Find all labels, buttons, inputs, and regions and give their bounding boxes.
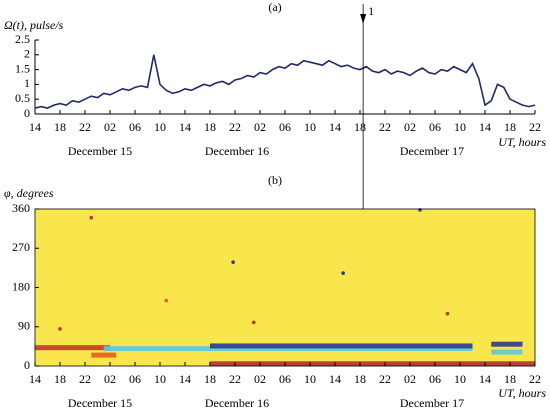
- y-tick-label: 180: [12, 279, 30, 293]
- heatmap-background: [35, 209, 535, 366]
- date-label: December 17: [400, 396, 464, 410]
- x-tick-label: 18: [354, 120, 366, 134]
- x-tick-label: 22: [79, 120, 91, 134]
- x-axis-label: UT, hours: [498, 135, 546, 149]
- x-axis-label: UT, hours: [498, 386, 546, 400]
- x-tick-label: 18: [204, 372, 216, 386]
- data-line: [34, 54, 536, 109]
- heatmap-band: [210, 361, 535, 367]
- y-axis-label: φ, degrees: [4, 186, 54, 200]
- y-tick-label: 2: [24, 47, 30, 61]
- x-tick-label: 18: [354, 372, 366, 386]
- x-tick-label: 14: [479, 120, 491, 134]
- heatmap-band: [91, 352, 117, 358]
- x-tick-label: 14: [179, 120, 191, 134]
- heatmap-band: [210, 343, 473, 349]
- x-tick-label: 18: [504, 372, 516, 386]
- heatmap-dot: [89, 215, 94, 220]
- x-tick-label: 18: [504, 120, 516, 134]
- x-tick-label: 10: [304, 120, 316, 134]
- heatmap-band: [103, 346, 473, 352]
- date-label: December 15: [68, 144, 132, 158]
- x-tick-label: 06: [129, 372, 141, 386]
- date-label: December 16: [205, 144, 269, 158]
- date-label: December 17: [400, 144, 464, 158]
- x-tick-label: 02: [254, 372, 266, 386]
- x-tick-label: 10: [454, 372, 466, 386]
- x-tick-label: 22: [529, 372, 541, 386]
- y-tick-label: 0: [24, 106, 30, 120]
- panel-title: (b): [268, 173, 282, 187]
- x-tick-label: 22: [229, 372, 241, 386]
- heatmap-dot: [251, 320, 256, 325]
- heatmap-dot: [58, 327, 62, 331]
- y-tick-label: 90: [18, 319, 30, 333]
- y-tick-label: 360: [12, 201, 30, 215]
- x-tick-label: 10: [154, 120, 166, 134]
- x-tick-label: 22: [379, 372, 391, 386]
- x-tick-label: 22: [79, 372, 91, 386]
- x-tick-label: 02: [404, 372, 416, 386]
- x-tick-label: 14: [479, 372, 491, 386]
- heatmap-band: [491, 341, 523, 347]
- x-tick-label: 14: [329, 120, 341, 134]
- x-tick-label: 06: [129, 120, 141, 134]
- y-tick-label: 1.5: [15, 61, 30, 75]
- x-tick-label: 14: [179, 372, 191, 386]
- heatmap-band: [491, 349, 523, 355]
- x-tick-label: 14: [329, 372, 341, 386]
- y-tick-label: 1: [24, 76, 30, 90]
- x-tick-label: 10: [154, 372, 166, 386]
- x-tick-label: 22: [379, 120, 391, 134]
- annotation-arrow: [360, 14, 367, 24]
- x-tick-label: 02: [254, 120, 266, 134]
- x-tick-label: 22: [229, 120, 241, 134]
- date-label: December 16: [205, 396, 269, 410]
- heatmap-dot: [445, 311, 450, 316]
- date-label: December 15: [68, 396, 132, 410]
- heatmap-dot: [341, 271, 345, 275]
- x-tick-label: 02: [104, 120, 116, 134]
- x-tick-label: 22: [529, 120, 541, 134]
- x-tick-label: 02: [404, 120, 416, 134]
- annotation-label: 1: [368, 4, 374, 18]
- x-tick-label: 14: [29, 372, 41, 386]
- x-tick-label: 06: [279, 372, 291, 386]
- panel-title: (a): [268, 0, 281, 14]
- y-tick-label: 2.5: [15, 32, 30, 46]
- y-tick-label: 0: [24, 358, 30, 372]
- heatmap-band: [35, 345, 110, 351]
- x-tick-label: 02: [104, 372, 116, 386]
- y-tick-label: 270: [12, 240, 30, 254]
- y-tick-label: 0.5: [15, 91, 30, 105]
- heatmap-dot: [164, 298, 169, 303]
- x-tick-label: 06: [429, 120, 441, 134]
- x-tick-label: 18: [204, 120, 216, 134]
- heatmap-dot: [231, 260, 235, 265]
- x-tick-label: 18: [54, 372, 66, 386]
- x-tick-label: 06: [279, 120, 291, 134]
- x-tick-label: 10: [454, 120, 466, 134]
- x-tick-label: 18: [54, 120, 66, 134]
- x-tick-label: 06: [429, 372, 441, 386]
- x-tick-label: 10: [304, 372, 316, 386]
- y-axis-label: Ω(t), pulse/s: [4, 18, 64, 32]
- x-tick-label: 14: [29, 120, 41, 134]
